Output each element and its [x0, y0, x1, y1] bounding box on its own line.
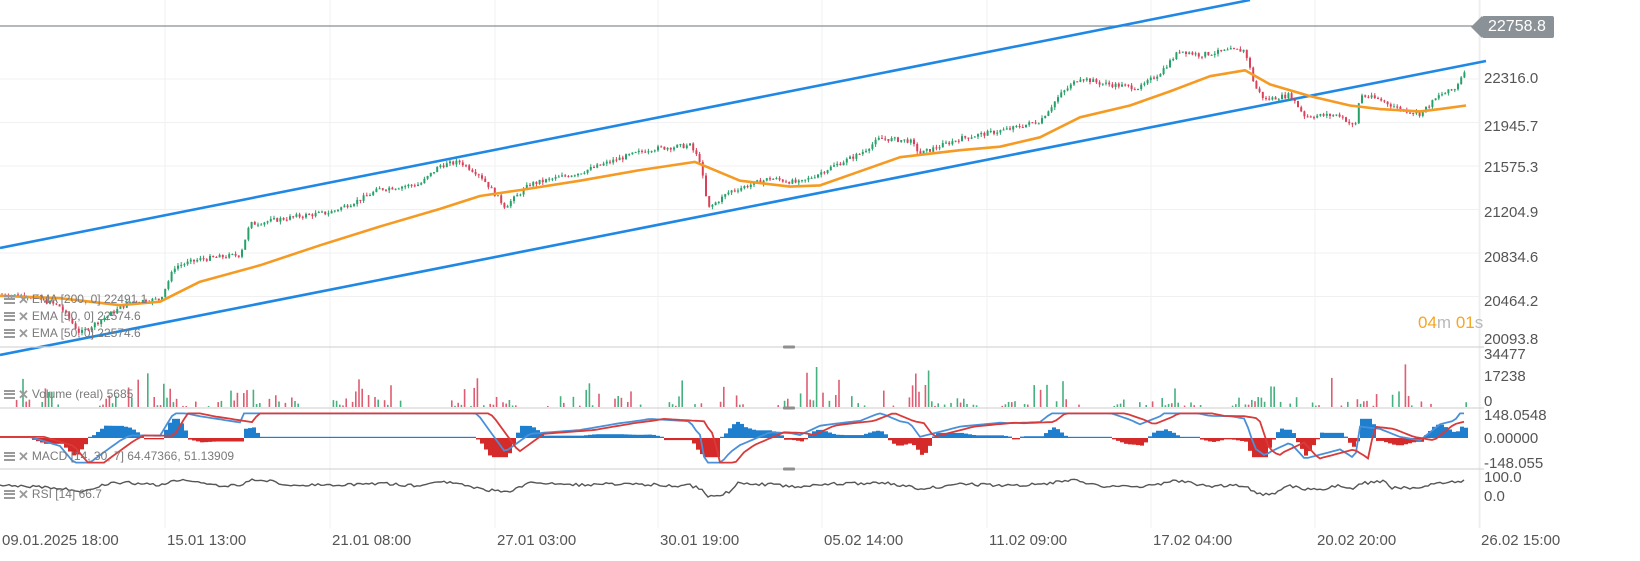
timer-minutes: 04	[1418, 313, 1437, 332]
legend-macd[interactable]: ✕ MACD [14, 30, 7] 64.47366, 51.13909	[4, 449, 234, 463]
legend-ema200[interactable]: ✕ EMA [200, 0] 22491.1	[4, 292, 147, 306]
legend-volume-label: Volume (real) 5685	[31, 387, 134, 401]
menu-icon[interactable]	[4, 489, 15, 499]
candle-countdown-timer: 04m 01s	[1418, 313, 1483, 333]
timer-minutes-unit: m	[1436, 313, 1452, 332]
legend-ema200-label: EMA [200, 0] 22491.1	[31, 292, 148, 306]
menu-icon[interactable]	[4, 294, 15, 304]
volume-tick: 17238	[1484, 368, 1526, 385]
macd-tick: 148.0548	[1484, 407, 1547, 424]
close-icon[interactable]: ✕	[18, 325, 29, 341]
legend-ema50-second[interactable]: ✕ EMA [50, 0] 22574.6	[4, 326, 141, 340]
legend-ema50-second-label: EMA [50, 0] 22574.6	[31, 326, 141, 340]
menu-icon[interactable]	[4, 389, 15, 399]
macd-tick: 0.00000	[1484, 430, 1539, 447]
time-tick: 09.01.2025 18:00	[2, 532, 119, 549]
legend-ema50[interactable]: ✕ EMA [50, 0] 22574.6	[4, 309, 141, 323]
legend-rsi-label: RSI [14] 66.7	[31, 487, 102, 501]
close-icon[interactable]: ✕	[18, 308, 29, 324]
close-icon[interactable]: ✕	[18, 291, 29, 307]
legend-macd-label: MACD [14, 30, 7] 64.47366, 51.13909	[31, 449, 235, 463]
time-tick: 30.01 19:00	[660, 532, 740, 549]
macd-tick: -148.055	[1484, 455, 1544, 472]
close-icon[interactable]: ✕	[18, 386, 29, 402]
volume-bars	[15, 364, 1467, 407]
candlesticks	[1, 45, 1466, 336]
legend-ema50-label: EMA [50, 0] 22574.6	[31, 309, 141, 323]
volume-tick: 34477	[1484, 346, 1526, 363]
time-tick: 20.02 20:00	[1317, 532, 1397, 549]
price-tick: 20464.2	[1484, 293, 1539, 310]
price-tick: 21204.9	[1484, 204, 1539, 221]
menu-icon[interactable]	[4, 328, 15, 338]
macd-indicator	[0, 412, 1468, 464]
price-tick: 21575.3	[1484, 159, 1539, 176]
trend-channel[interactable]	[0, 0, 1487, 357]
legend-volume[interactable]: ✕ Volume (real) 5685	[4, 387, 133, 401]
price-tick: 21945.7	[1484, 118, 1539, 135]
rsi-line	[0, 478, 1465, 498]
last-price-tag: 22758.8	[1471, 16, 1554, 38]
price-tick: 22316.0	[1484, 70, 1539, 87]
menu-icon[interactable]	[4, 451, 15, 461]
price-tick: 20834.6	[1484, 249, 1539, 266]
time-tick: 05.02 14:00	[824, 532, 904, 549]
rsi-tick: 0.0	[1484, 488, 1505, 505]
time-tick: 26.02 15:00	[1481, 532, 1561, 549]
time-tick: 11.02 09:00	[989, 532, 1068, 549]
time-tick: 21.01 08:00	[332, 532, 412, 549]
pane-dividers[interactable]	[0, 345, 1484, 471]
rsi-tick: 100.0	[1484, 469, 1522, 486]
legend-rsi[interactable]: ✕ RSI [14] 66.7	[4, 487, 102, 501]
timer-seconds-unit: s	[1474, 313, 1484, 332]
timer-seconds: 01	[1455, 313, 1475, 332]
volume-tick: 0	[1484, 393, 1493, 410]
ema-line	[0, 69, 1467, 307]
close-icon[interactable]: ✕	[18, 448, 29, 464]
time-tick: 27.01 03:00	[497, 532, 577, 549]
menu-icon[interactable]	[4, 311, 15, 321]
time-tick: 17.02 04:00	[1153, 532, 1233, 549]
time-tick: 15.01 13:00	[167, 532, 247, 549]
price-tick: 20093.8	[1484, 331, 1539, 348]
close-icon[interactable]: ✕	[18, 486, 29, 502]
